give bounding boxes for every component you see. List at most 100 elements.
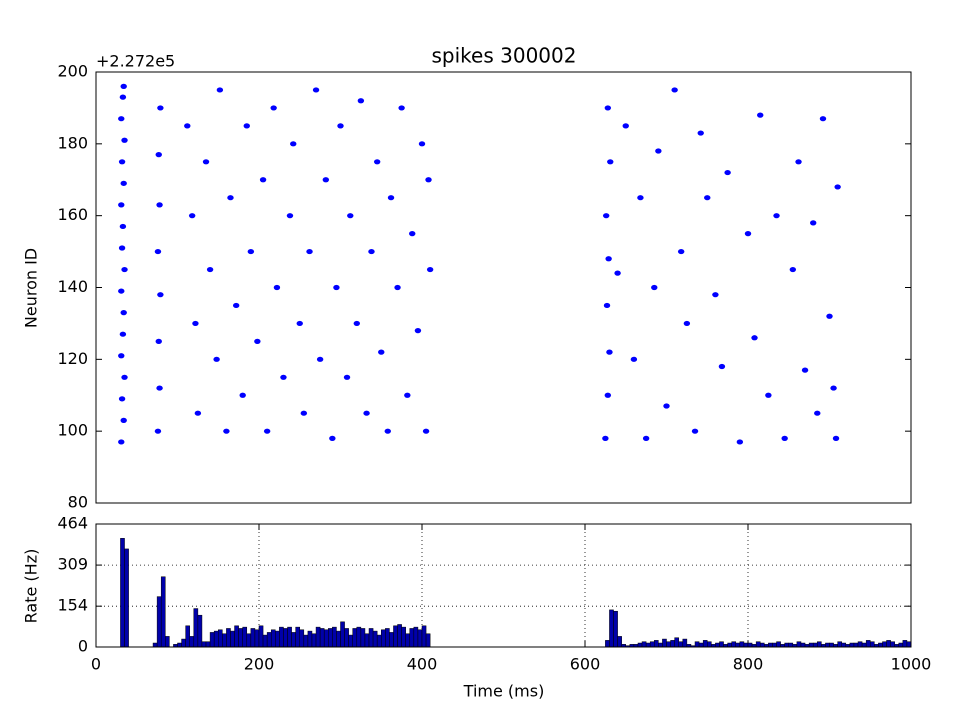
bar xyxy=(291,632,296,648)
bar xyxy=(234,625,239,648)
bar xyxy=(837,641,842,648)
x-tick-label: 1000 xyxy=(891,655,932,674)
bar xyxy=(421,625,427,648)
spike xyxy=(426,266,434,273)
spike xyxy=(119,223,127,230)
spike xyxy=(677,248,685,255)
bar xyxy=(405,633,411,648)
bar xyxy=(397,624,402,648)
bar xyxy=(788,642,794,648)
spike xyxy=(121,374,128,380)
bar xyxy=(209,632,215,648)
axes-frame xyxy=(95,71,912,504)
spike xyxy=(736,439,744,445)
bar xyxy=(841,642,847,648)
bar xyxy=(641,641,647,648)
bar xyxy=(356,626,362,648)
spike xyxy=(239,392,246,398)
bar xyxy=(674,637,679,648)
spike xyxy=(810,220,817,226)
bar xyxy=(213,630,219,648)
spike xyxy=(306,248,313,255)
bar xyxy=(177,642,182,648)
chart-title: spikes 300002 xyxy=(432,44,577,68)
bar xyxy=(662,638,667,648)
bar xyxy=(890,641,895,648)
bar xyxy=(861,642,867,648)
bar xyxy=(307,630,313,648)
spike xyxy=(120,180,127,186)
spike xyxy=(273,284,281,291)
spike xyxy=(156,385,163,391)
bar xyxy=(205,641,211,648)
bar xyxy=(250,628,256,648)
spike xyxy=(121,137,128,143)
spike xyxy=(398,105,405,111)
bar xyxy=(262,634,268,648)
bar xyxy=(739,641,745,648)
bar xyxy=(230,630,235,648)
spike xyxy=(781,435,788,441)
bar xyxy=(332,626,337,648)
spike xyxy=(394,284,401,291)
bar xyxy=(715,642,720,648)
spike xyxy=(425,177,432,183)
bar xyxy=(425,633,431,648)
bar xyxy=(678,641,684,648)
spike xyxy=(118,396,126,402)
y-axis-label: Rate (Hz) xyxy=(22,549,41,624)
bar xyxy=(279,626,284,648)
bar xyxy=(156,596,162,648)
bar xyxy=(348,634,353,648)
bar xyxy=(364,633,370,648)
bar xyxy=(694,641,700,648)
bar xyxy=(389,632,394,648)
spike xyxy=(789,266,797,273)
y-tick-label: 0 xyxy=(78,637,88,656)
spike xyxy=(637,195,644,201)
bar xyxy=(226,628,231,648)
bar xyxy=(120,538,125,648)
spike xyxy=(322,177,330,183)
bar xyxy=(315,626,321,648)
bar xyxy=(336,630,341,648)
bar xyxy=(670,640,675,648)
spike xyxy=(156,202,163,208)
bar xyxy=(898,642,904,648)
spike xyxy=(286,213,294,219)
bar xyxy=(825,642,830,648)
y-tick-label: 154 xyxy=(57,596,88,615)
bar xyxy=(401,626,406,648)
offset-text: +2.272e5 xyxy=(96,52,175,71)
spike xyxy=(744,231,752,237)
spike xyxy=(826,313,833,319)
bar xyxy=(698,642,704,648)
spike xyxy=(363,410,370,416)
bar xyxy=(609,609,614,648)
y-tick-label: 120 xyxy=(57,349,88,368)
y-tick-label: 180 xyxy=(57,133,88,152)
spike xyxy=(651,284,658,291)
spike xyxy=(118,439,125,445)
bar xyxy=(755,641,761,648)
spike xyxy=(290,141,297,147)
bar xyxy=(328,628,333,648)
bar xyxy=(853,642,859,648)
y-tick-label: 140 xyxy=(57,277,88,296)
y-axis-label: Neuron ID xyxy=(22,248,41,328)
bar xyxy=(906,641,912,648)
spike xyxy=(223,428,230,434)
spike xyxy=(691,428,699,434)
spike xyxy=(120,417,127,423)
x-tick-label: 600 xyxy=(570,655,601,674)
bar xyxy=(360,628,366,648)
spike xyxy=(194,410,202,416)
spike xyxy=(280,374,287,380)
spike xyxy=(259,177,267,183)
bar xyxy=(299,629,305,648)
spike xyxy=(642,435,650,441)
spike xyxy=(192,320,199,327)
bar xyxy=(323,629,329,648)
bar xyxy=(266,632,272,648)
